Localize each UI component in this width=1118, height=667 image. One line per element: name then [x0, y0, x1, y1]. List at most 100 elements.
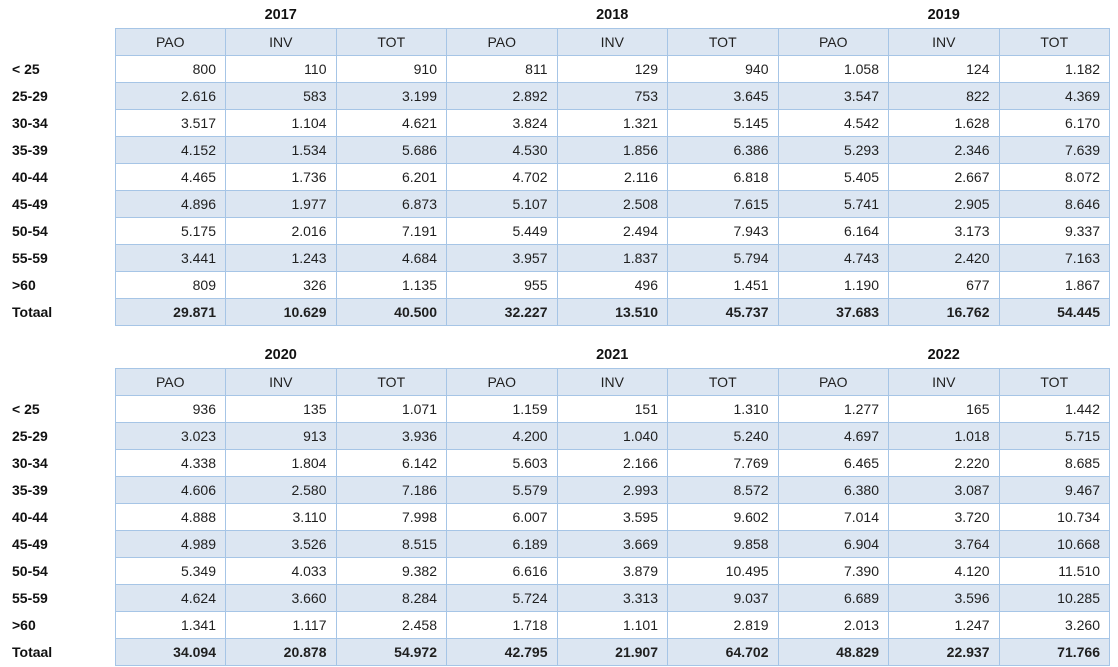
data-cell: 5.145	[667, 108, 779, 137]
data-cell: 1.856	[556, 135, 668, 164]
data-cell: 7.943	[667, 216, 779, 245]
data-cell: 1.867	[998, 270, 1110, 299]
data-cell: 5.741	[777, 189, 889, 218]
data-cell: 2.013	[777, 611, 889, 639]
data-cell: 6.904	[777, 530, 889, 558]
data-cell: 7.390	[777, 557, 889, 585]
data-table: 2020 2021 2022 PAO INV TOT PAO INV TOT PAO INV TOT <…	[0, 342, 1110, 666]
data-cell: 2.905	[888, 189, 1000, 218]
data-cell: 4.989	[114, 530, 226, 558]
year-title: 2017	[115, 2, 447, 28]
data-cell: 1.534	[225, 135, 337, 164]
column-header: PAO	[114, 27, 226, 56]
data-cell: 34.094	[114, 638, 226, 666]
data-cell: 2.993	[556, 476, 668, 504]
year-title: 2018	[446, 2, 778, 28]
data-cell: 8.515	[335, 530, 447, 558]
data-cell: 1.442	[998, 395, 1110, 423]
column-header: TOT	[998, 27, 1110, 56]
data-cell: 3.110	[225, 503, 337, 531]
data-cell: 45.737	[667, 297, 779, 326]
data-cell: 8.072	[998, 162, 1110, 191]
row-label: 50-54	[0, 217, 115, 244]
column-header: INV	[888, 27, 1000, 56]
data-cell: 5.405	[777, 162, 889, 191]
data-cell: 7.639	[998, 135, 1110, 164]
data-cell: 165	[888, 395, 1000, 423]
data-cell: 496	[556, 270, 668, 299]
data-cell: 4.338	[114, 449, 226, 477]
data-cell: 1.310	[667, 395, 779, 423]
data-cell: 7.014	[777, 503, 889, 531]
data-cell: 2.508	[556, 189, 668, 218]
data-cell: 4.200	[446, 422, 558, 450]
column-header-row: PAO INV TOT PAO INV TOT PAO INV TOT	[0, 368, 1110, 396]
data-cell: 7.615	[667, 189, 779, 218]
column-header: PAO	[777, 27, 889, 56]
data-cell: 6.201	[335, 162, 447, 191]
data-cell: 3.441	[114, 243, 226, 272]
data-row: 25-29 3.023 913 3.936 4.200 1.040 5.240 4.697 1.…	[0, 422, 1110, 450]
data-cell: 2.667	[888, 162, 1000, 191]
column-header: TOT	[335, 368, 447, 396]
data-cell: 10.285	[998, 584, 1110, 612]
age-year-table-2020-2022: 2020 2021 2022 PAO INV TOT PAO INV TOT PAO INV TOT <…	[0, 342, 1118, 666]
data-cell: 1.117	[225, 611, 337, 639]
data-cell: 129	[556, 54, 668, 83]
data-cell: 5.603	[446, 449, 558, 477]
data-cell: 3.173	[888, 216, 1000, 245]
data-cell: 20.878	[225, 638, 337, 666]
data-cell: 6.007	[446, 503, 558, 531]
data-cell: 4.743	[777, 243, 889, 272]
data-cell: 2.346	[888, 135, 1000, 164]
data-cell: 6.170	[998, 108, 1110, 137]
data-cell: 3.526	[225, 530, 337, 558]
data-row: 30-34 3.517 1.104 4.621 3.824 1.321 5.145 4.542…	[0, 108, 1110, 137]
data-cell: 7.191	[335, 216, 447, 245]
data-cell: 9.602	[667, 503, 779, 531]
year-title-row: 2017 2018 2019	[0, 2, 1110, 28]
data-cell: 1.190	[777, 270, 889, 299]
column-header: INV	[225, 368, 337, 396]
data-cell: 10.629	[225, 297, 337, 326]
column-header: PAO	[446, 368, 558, 396]
data-cell: 5.686	[335, 135, 447, 164]
year-title: 2020	[115, 342, 447, 369]
data-cell: 326	[225, 270, 337, 299]
data-cell: 29.871	[114, 297, 226, 326]
data-cell: 3.936	[335, 422, 447, 450]
data-row: >60 809 326 1.135 955 496 1.451 1.190 677 1.867	[0, 270, 1110, 299]
data-cell: 1.040	[556, 422, 668, 450]
data-cell: 6.164	[777, 216, 889, 245]
data-cell: 4.369	[998, 81, 1110, 110]
data-cell: 54.445	[998, 297, 1110, 326]
data-cell: 811	[446, 54, 558, 83]
data-row: 45-49 4.989 3.526 8.515 6.189 3.669 9.858 6.904…	[0, 530, 1110, 558]
data-row: 35-39 4.606 2.580 7.186 5.579 2.993 8.572 6.380…	[0, 476, 1110, 504]
data-cell: 5.107	[446, 189, 558, 218]
data-cell: 2.220	[888, 449, 1000, 477]
row-label: 55-59	[0, 244, 115, 271]
data-cell: 10.495	[667, 557, 779, 585]
data-cell: 6.616	[446, 557, 558, 585]
data-cell: 3.517	[114, 108, 226, 137]
data-cell: 4.624	[114, 584, 226, 612]
data-cell: 3.595	[556, 503, 668, 531]
data-cell: 583	[225, 81, 337, 110]
data-cell: 2.166	[556, 449, 668, 477]
row-label: < 25	[0, 55, 115, 82]
data-cell: 1.977	[225, 189, 337, 218]
data-row: 35-39 4.152 1.534 5.686 4.530 1.856 6.386 5.293…	[0, 135, 1110, 164]
data-cell: 4.542	[777, 108, 889, 137]
data-cell: 22.937	[888, 638, 1000, 666]
row-label: 50-54	[0, 557, 115, 585]
column-header: PAO	[446, 27, 558, 56]
data-row: < 25 936 135 1.071 1.159 151 1.310 1.277 165 1.44…	[0, 395, 1110, 423]
year-title: 2019	[778, 2, 1110, 28]
data-cell: 5.240	[667, 422, 779, 450]
total-row: Totaal 29.871 10.629 40.500 32.227 13.510 45.7…	[0, 297, 1110, 326]
data-row: 55-59 4.624 3.660 8.284 5.724 3.313 9.037 6.689…	[0, 584, 1110, 612]
data-cell: 6.380	[777, 476, 889, 504]
data-cell: 1.247	[888, 611, 1000, 639]
data-cell: 7.998	[335, 503, 447, 531]
